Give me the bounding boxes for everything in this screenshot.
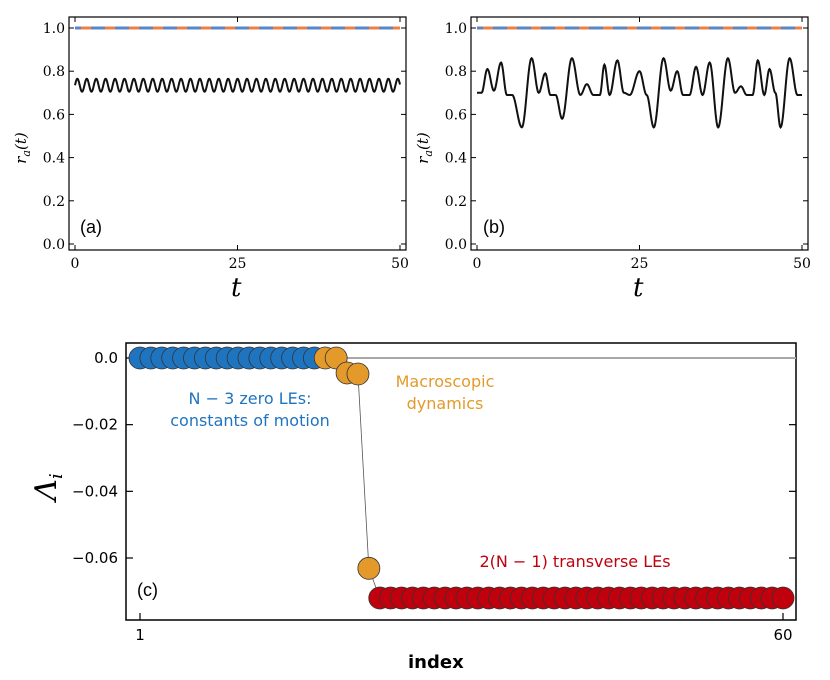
panel-b-ytick-label: 0.2 [445, 194, 467, 210]
panel-c-ytick-label: 0.0 [94, 349, 118, 367]
panel-a-xtick-label: 50 [391, 256, 409, 272]
panel-a-lines [74, 26, 401, 93]
panel-c-ylabel-sub: i [46, 473, 67, 479]
panel-b-ytick-label: 0.4 [445, 151, 467, 167]
panel-b-ytick-label: 0.8 [445, 64, 467, 80]
annotation-zero-les-line2: constants of motion [170, 411, 330, 430]
panel-b-ylabel-tail: (t) [414, 132, 432, 150]
panel-c-ytick-label: −0.02 [72, 416, 118, 434]
panel-b-xlabel: t [633, 273, 644, 303]
panel-b-xtick-label: 50 [793, 256, 811, 272]
panel-a-label: (a) [80, 217, 102, 237]
panel-b-xtick-label: 0 [473, 256, 482, 272]
panel-a-ylabel-main: r [12, 156, 30, 164]
annotation-transverse-les: 2(N − 1) transverse LEs [479, 552, 670, 571]
panel-a-series-trace [74, 77, 401, 93]
panel-a-frame [68, 16, 407, 251]
panel-b-label: (b) [483, 217, 505, 237]
panel-a-ytick-label: 0.0 [43, 237, 65, 253]
panel-a-ylabel: ra(t) [12, 132, 33, 164]
lyapunov-point-orange [357, 556, 381, 580]
panel-c-ytick-label: −0.04 [72, 482, 118, 500]
panel-b-ylabel-sub: a [422, 150, 435, 157]
panel-a-xtick-label: 0 [71, 256, 80, 272]
panel-b-xtick-label: 25 [631, 256, 649, 272]
panel-c-ylabel-main: Λ [29, 479, 64, 504]
panel-b-ticks: 0.0 0.2 0.4 0.6 0.8 1.0 0 25 50 [445, 17, 811, 272]
panel-a: 0.0 0.2 0.4 0.6 0.8 1.0 0 25 50 (a) t ra(t) [12, 16, 409, 303]
panel-b-lines [477, 26, 802, 130]
annotation-zero-les-line1: N − 3 zero LEs: [189, 389, 312, 408]
panel-b-ylabel: ra(t) [414, 132, 435, 164]
panel-c-frame [125, 342, 797, 621]
panel-a-ytick-label: 0.4 [43, 151, 65, 167]
panel-b-ytick-label: 0.0 [445, 237, 467, 253]
panel-a-ytick-label: 0.8 [43, 64, 65, 80]
panel-a-xtick-label: 25 [229, 256, 247, 272]
panel-b: 0.0 0.2 0.4 0.6 0.8 1.0 0 25 50 (b) t ra(t) [414, 16, 811, 303]
annotation-macro-line2: dynamics [407, 394, 484, 413]
lyapunov-point-red [771, 586, 795, 610]
panel-c-xtick-label: 1 [135, 626, 145, 644]
panel-c-xlabel: index [408, 652, 464, 673]
panel-b-frame [470, 16, 809, 251]
panel-c-points [128, 346, 796, 610]
panel-c-label: (c) [137, 580, 158, 600]
panel-b-ytick-label: 0.6 [445, 107, 467, 123]
panel-c: 0.0 −0.02 −0.04 −0.06 1 60 (c) index Λi N − 3… [29, 342, 797, 673]
panel-a-ytick-label: 0.2 [43, 194, 65, 210]
panel-a-xlabel: t [231, 273, 242, 303]
panel-a-ytick-label: 0.6 [43, 107, 65, 123]
panel-b-ytick-label: 1.0 [445, 21, 467, 37]
panel-a-ylabel-tail: (t) [12, 132, 30, 150]
panel-b-series-trace [477, 56, 802, 130]
panel-c-ytick-label: −0.06 [72, 549, 118, 567]
panel-a-ticks: 0.0 0.2 0.4 0.6 0.8 1.0 0 25 50 [43, 17, 409, 272]
panel-b-ylabel-main: r [414, 156, 432, 164]
lyapunov-point-orange [346, 362, 370, 386]
panel-a-ytick-label: 1.0 [43, 21, 65, 37]
panel-c-xtick-label: 60 [773, 626, 792, 644]
panel-c-ylabel: Λi [29, 473, 67, 503]
annotation-macro-line1: Macroscopic [396, 372, 495, 391]
panel-a-ylabel-sub: a [20, 150, 33, 157]
panel-c-ticks: 0.0 −0.02 −0.04 −0.06 1 60 [72, 349, 796, 644]
